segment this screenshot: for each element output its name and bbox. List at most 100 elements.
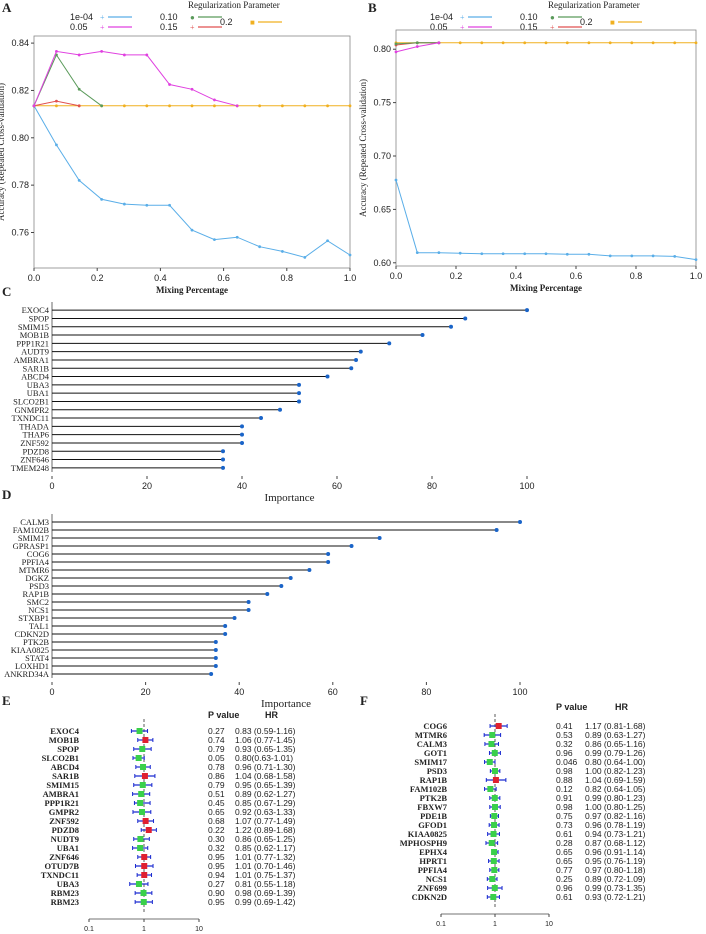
category-label: STXBP1 <box>18 613 49 623</box>
gene-label: KIAA0825 <box>408 829 447 839</box>
lollipop-point <box>326 560 331 564</box>
lollipop-point <box>518 520 522 524</box>
hr-point <box>491 750 498 756</box>
y-tick-label: 0.82 <box>11 85 29 95</box>
series-point <box>587 41 591 45</box>
x-tick-label: 1 <box>493 921 497 928</box>
gene-label: CDKN2D <box>412 892 447 902</box>
panel-a-tuning-chart: Regularization Parameter 1e-04 +0.05 +0.10 ●… <box>0 0 356 295</box>
series-point <box>394 42 398 46</box>
hr-point <box>137 845 144 851</box>
lollipop-point <box>213 640 218 644</box>
gene-label: EPHX4 <box>419 847 448 857</box>
category-label: PPP1R21 <box>16 338 49 348</box>
lollipop-point <box>265 592 270 596</box>
series-point <box>587 252 591 256</box>
gene-label: TXNDC11 <box>41 870 79 880</box>
pvalue-text: 0.30 <box>208 834 225 844</box>
category-label: UBA3 <box>27 380 49 390</box>
hr-point <box>489 732 496 738</box>
lollipop-point <box>326 552 331 556</box>
pvalue-text: 0.45 <box>208 798 225 808</box>
series-point <box>168 104 171 108</box>
pvalue-text: 0.61 <box>556 829 573 839</box>
pvalue-text: 0.65 <box>208 807 225 817</box>
category-label: ABCD4 <box>21 372 50 382</box>
lollipop-point <box>297 391 301 396</box>
hr-text: 1.01 (0.75-1.37) <box>235 870 296 880</box>
pvalue-text: 0.27 <box>208 726 225 736</box>
series-point <box>168 203 171 207</box>
pvalue-text: 0.96 <box>556 748 573 758</box>
x-tick-label: 0.4 <box>154 273 167 283</box>
category-label: SAR1B <box>23 363 50 373</box>
pvalue-text: 0.41 <box>556 721 573 731</box>
panel-label-b: B <box>368 0 377 15</box>
pvalue-text: 0.95 <box>208 861 225 871</box>
y-tick-label: 0.60 <box>373 258 391 268</box>
series-point <box>544 41 548 45</box>
series-point <box>458 251 462 255</box>
pvalue-text: 0.53 <box>556 730 573 740</box>
panel-label-f: F <box>360 693 368 708</box>
series-point <box>235 235 239 239</box>
category-label: PDZD8 <box>23 446 49 456</box>
gene-label: EXOC4 <box>50 726 80 736</box>
hr-text: 0.98 (0.69-1.39) <box>235 888 296 898</box>
category-label: RAP1B <box>23 589 50 599</box>
gene-label: RBM23 <box>51 897 79 907</box>
category-label: SLCO2B1 <box>13 396 49 406</box>
gene-label: UBA3 <box>57 879 79 889</box>
hr-point <box>487 786 494 792</box>
panel-label-a: A <box>2 0 12 15</box>
pvalue-text: 0.95 <box>208 852 225 862</box>
x-tick-label: 0.6 <box>217 273 230 283</box>
hr-text: 0.99 (0.80-1.23) <box>585 793 646 803</box>
hr-text: 0.95 (0.76-1.19) <box>585 856 646 866</box>
legend-marker: ■ <box>610 18 615 27</box>
series-point <box>694 258 698 261</box>
pvalue-text: 0.94 <box>208 870 225 880</box>
x-tick-label: 0.0 <box>28 273 41 283</box>
gene-label: ZNF592 <box>49 816 79 826</box>
y-axis-title: Accuracy (Repeated Cross-validation) <box>358 79 368 217</box>
gene-label: PDZD8 <box>52 825 79 835</box>
hr-point <box>491 822 498 828</box>
hr-point <box>489 876 496 882</box>
legend-marker: + <box>460 23 465 32</box>
gene-label: COG6 <box>423 721 447 731</box>
gene-label: PTK2B <box>420 793 448 803</box>
series-point <box>565 252 569 256</box>
hr-point <box>141 854 148 860</box>
hr-text: 0.99 (0.73-1.35) <box>585 883 646 893</box>
pvalue-text: 0.86 <box>208 771 225 781</box>
legend-title: Regularization Parameter <box>548 0 640 10</box>
panel-e-forest-plot: P value HR EXOC4 0.27 0.83 (0.59-1.16) MOB1B 0… <box>41 710 296 933</box>
hr-point <box>135 881 142 887</box>
y-tick-label: 0.70 <box>373 151 391 161</box>
x-tick-label: 20 <box>142 481 152 491</box>
gene-label: SPOP <box>57 744 79 754</box>
series-point <box>213 98 216 102</box>
category-label: CALM3 <box>20 517 49 527</box>
pvalue-text: 0.51 <box>208 789 225 799</box>
gene-label: MOB1B <box>49 735 80 745</box>
series-point <box>501 41 505 45</box>
category-label: SMIM15 <box>18 322 49 332</box>
pvalue-text: 0.65 <box>556 847 573 857</box>
category-label: TMEM248 <box>11 463 49 473</box>
pvalue-text: 0.98 <box>556 802 573 812</box>
pvalue-text: 0.68 <box>208 816 225 826</box>
gene-label: ABCD4 <box>51 762 80 772</box>
x-tick-label: 0.1 <box>436 921 446 928</box>
series-point <box>213 104 216 108</box>
series-point <box>303 255 307 259</box>
pvalue-text: 0.91 <box>556 793 573 803</box>
lollipop-point <box>420 333 425 338</box>
series-point <box>168 83 171 86</box>
gene-label: NCS1 <box>426 874 447 884</box>
hr-point <box>140 890 147 896</box>
series-point <box>258 245 262 249</box>
series-line-005 <box>33 50 238 107</box>
lollipop-point <box>213 656 218 660</box>
